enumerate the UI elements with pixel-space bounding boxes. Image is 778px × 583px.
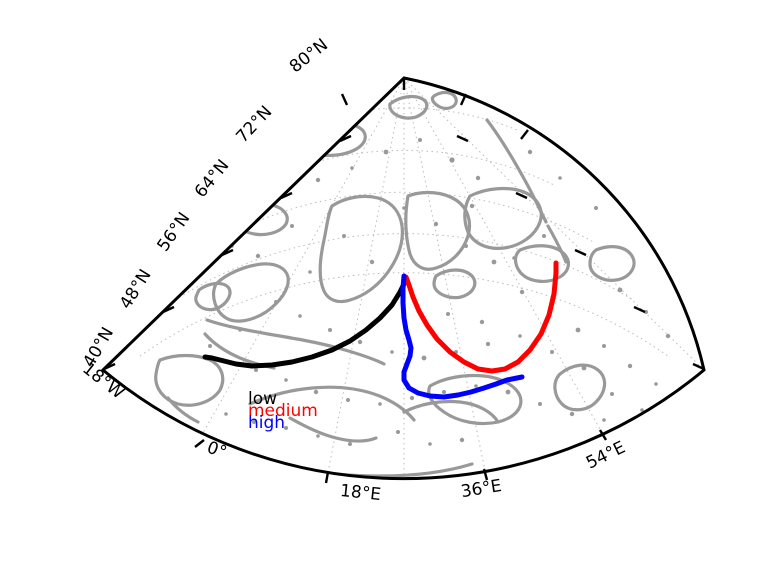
coastlines	[154, 90, 636, 478]
map-border	[100, 76, 706, 481]
legend-label-low: low	[248, 389, 277, 409]
trajectory-group	[202, 260, 559, 400]
graticule-meridians	[103, 78, 704, 479]
legend-label-high: high	[248, 413, 285, 433]
graticule-parallels	[139, 107, 669, 357]
trajectory-medium	[403, 260, 559, 374]
legend: low medium high	[248, 389, 318, 433]
legend-label-medium: medium	[248, 401, 318, 421]
coastline-speckles	[208, 138, 671, 446]
map-interior	[103, 78, 704, 479]
trajectory-low	[202, 275, 409, 369]
lon-label-18e: 18°E	[339, 481, 382, 505]
axis-ticks	[103, 78, 705, 484]
trajectory-high	[400, 273, 525, 400]
